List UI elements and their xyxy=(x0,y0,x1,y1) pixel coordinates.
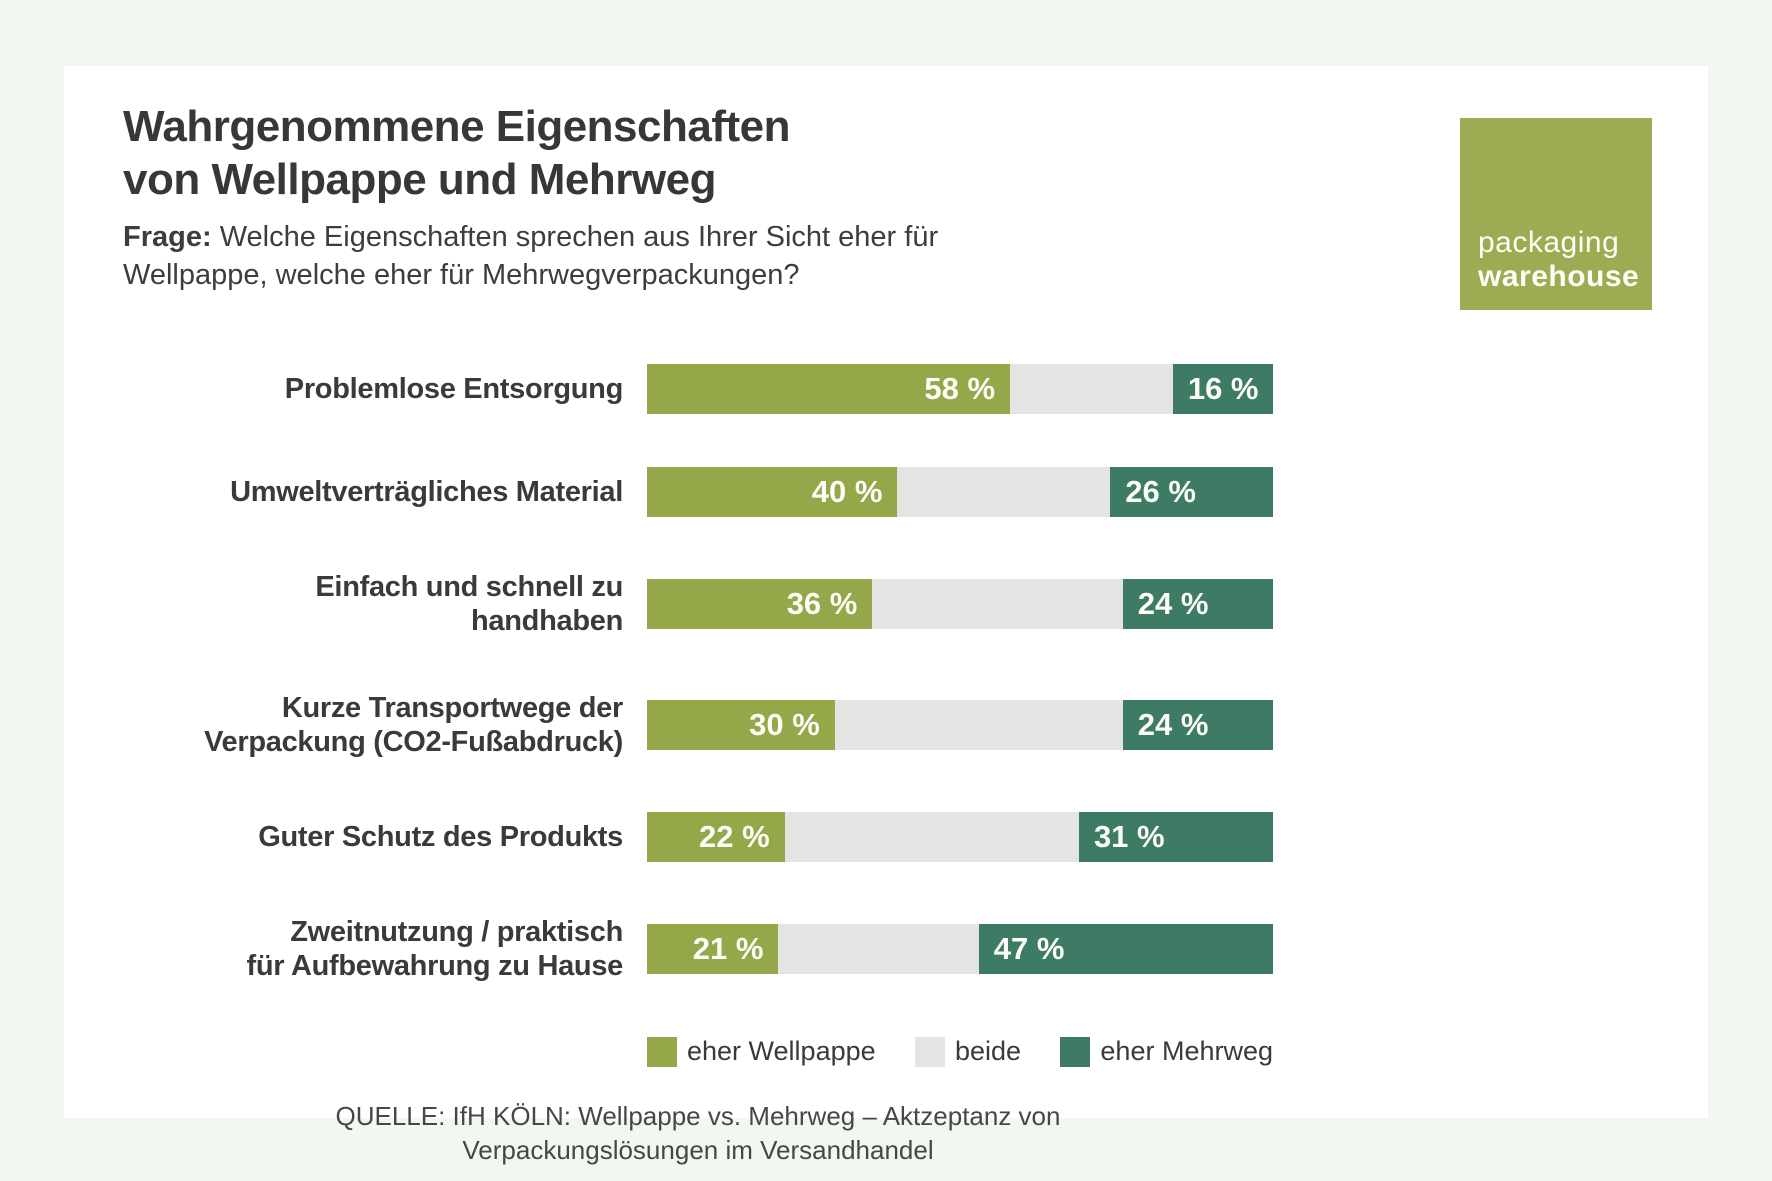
category-label: Problemlose Entsorgung xyxy=(284,373,624,405)
bar-segment-wellpappe: 36 % xyxy=(647,579,873,629)
stacked-bar: 58 % 16 % xyxy=(647,364,1273,414)
source-credit: QUELLE: IfH KÖLN: Wellpappe vs. Mehrweg … xyxy=(335,1101,1061,1165)
legend-item-mehrweg: eher Mehrweg xyxy=(1060,1036,1273,1067)
stacked-bar-chart: Problemlose Entsorgung 58 % 16 % Umweltv… xyxy=(123,364,1273,1167)
legend-label: eher Mehrweg xyxy=(1100,1036,1273,1066)
bar-segment-wellpappe: 30 % xyxy=(647,700,835,750)
legend-swatch-mehrweg xyxy=(1060,1036,1091,1067)
bar-segment-mehrweg: 47 % xyxy=(978,924,1273,974)
bar-segment-beide xyxy=(778,924,979,974)
stacked-bar: 36 % 24 % xyxy=(647,579,1273,629)
category-label: Umweltverträgliches Material xyxy=(230,476,623,508)
bar-segment-mehrweg: 16 % xyxy=(1172,364,1273,414)
page-title: Wahrgenommene Eigenschaften von Wellpapp… xyxy=(123,102,791,204)
value-label-wellpappe: 58 % xyxy=(924,371,996,406)
bar-segment-beide xyxy=(1010,364,1173,414)
chart-row: Einfach und schnell zu handhaben 36 % 24… xyxy=(123,570,1273,638)
value-label-wellpappe: 36 % xyxy=(786,586,858,621)
bar-segment-wellpappe: 40 % xyxy=(647,467,898,517)
question-text: Welche Eigenschaften sprechen aus Ihrer … xyxy=(123,221,939,291)
packaging-warehouse-logo: packaging warehouse xyxy=(1460,118,1652,310)
chart-row: Kurze Transportwege der Verpackung (CO2-… xyxy=(123,691,1273,759)
value-label-mehrweg: 24 % xyxy=(1137,586,1209,621)
category-label: Einfach und schnell zu handhaben xyxy=(315,571,623,637)
bar-segment-beide xyxy=(784,812,1079,862)
category-label: Zweitnutzung / praktisch für Aufbewahrun… xyxy=(246,916,624,982)
bar-segment-mehrweg: 24 % xyxy=(1122,579,1273,629)
bar-segment-mehrweg: 26 % xyxy=(1110,467,1273,517)
value-label-wellpappe: 22 % xyxy=(699,819,770,854)
legend-swatch-wellpappe xyxy=(647,1036,677,1067)
bar-segment-wellpappe: 58 % xyxy=(647,364,1011,414)
value-label-wellpappe: 21 % xyxy=(692,931,764,966)
value-label-mehrweg: 16 % xyxy=(1187,371,1259,406)
legend-item-beide: beide xyxy=(914,1036,1022,1067)
chart-row: Problemlose Entsorgung 58 % 16 % xyxy=(123,364,1273,414)
bar-segment-beide xyxy=(897,467,1111,517)
stacked-bar: 40 % 26 % xyxy=(647,467,1273,517)
bar-segment-mehrweg: 24 % xyxy=(1122,700,1273,750)
logo-line1: packaging xyxy=(1478,226,1620,259)
chart-row: Guter Schutz des Produkts 22 % 31 % xyxy=(123,812,1273,862)
legend-label: beide xyxy=(954,1036,1022,1066)
bar-segment-mehrweg: 31 % xyxy=(1078,812,1273,862)
legend-item-wellpappe: eher Wellpappe xyxy=(647,1036,876,1067)
stacked-bar: 30 % 24 % xyxy=(647,700,1273,750)
legend-label: eher Wellpappe xyxy=(687,1036,876,1066)
bar-segment-wellpappe: 21 % xyxy=(647,924,779,974)
value-label-wellpappe: 40 % xyxy=(811,474,883,509)
chart-legend: eher Wellpappe beide eher Mehrweg xyxy=(647,1036,1273,1067)
bar-segment-beide xyxy=(872,579,1123,629)
logo-line2: warehouse xyxy=(1478,260,1640,293)
bar-segment-wellpappe: 22 % xyxy=(647,812,785,862)
infographic-card: Wahrgenommene Eigenschaften von Wellpapp… xyxy=(64,66,1708,1165)
chart-row: Umweltverträgliches Material 40 % 26 % xyxy=(123,467,1273,517)
category-label: Kurze Transportwege der Verpackung (CO2-… xyxy=(204,692,623,758)
value-label-mehrweg: 24 % xyxy=(1137,707,1209,742)
legend-swatch-beide xyxy=(914,1036,945,1067)
category-label: Guter Schutz des Produkts xyxy=(258,821,623,853)
stacked-bar: 21 % 47 % xyxy=(647,924,1273,974)
value-label-mehrweg: 31 % xyxy=(1093,819,1165,854)
stacked-bar: 22 % 31 % xyxy=(647,812,1273,862)
value-label-wellpappe: 30 % xyxy=(749,707,820,742)
chart-row: Zweitnutzung / praktisch für Aufbewahrun… xyxy=(123,915,1273,983)
value-label-mehrweg: 47 % xyxy=(993,931,1065,966)
question-subtitle: Frage: Welche Eigenschaften sprechen aus… xyxy=(123,218,938,294)
value-label-mehrweg: 26 % xyxy=(1125,474,1196,509)
question-label: Frage: xyxy=(123,221,212,253)
bar-segment-beide xyxy=(834,700,1123,750)
